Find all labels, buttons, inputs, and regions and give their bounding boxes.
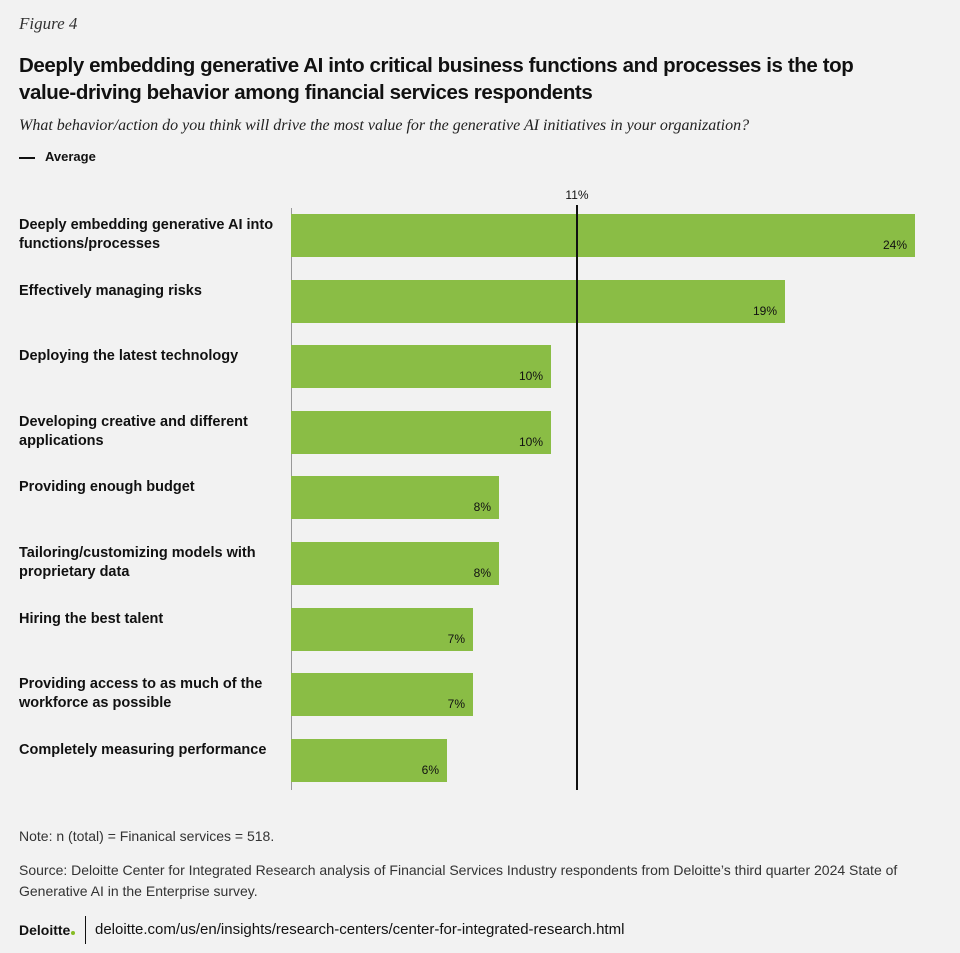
figure-label: Figure 4 <box>19 14 78 33</box>
bar <box>291 476 499 520</box>
chart: Deeply embedding generative AI into func… <box>19 188 915 790</box>
chart-title: Deeply embedding generative AI into crit… <box>19 54 854 104</box>
source: Source: Deloitte Center for Integrated R… <box>19 862 898 899</box>
category-label: Developing creative and different applic… <box>19 413 248 449</box>
category-label: Providing enough budget <box>19 479 195 496</box>
value-label: 10% <box>518 369 543 384</box>
value-label: 8% <box>473 500 491 515</box>
logo-dot <box>71 931 76 935</box>
bar <box>291 738 447 782</box>
legend: Average <box>19 149 96 164</box>
bar <box>291 279 785 323</box>
bar <box>291 542 499 585</box>
category-label: Effectively managing risks <box>19 282 202 299</box>
average-label: 11% <box>565 188 589 202</box>
note: Note: n (total) = Finanical services = 5… <box>19 828 275 844</box>
category-label: Providing access to as much of the workf… <box>19 676 263 712</box>
value-label: 7% <box>447 631 465 646</box>
url: deloitte.com/us/en/insights/research-cen… <box>95 921 625 938</box>
value-label: 6% <box>421 762 439 777</box>
bar <box>291 410 551 454</box>
category-label: Completely measuring performance <box>19 741 267 758</box>
value-label: 24% <box>882 238 907 252</box>
bar <box>291 214 915 257</box>
category-label: Deploying the latest technology <box>19 348 239 365</box>
separator <box>85 916 86 944</box>
category-label: Tailoring/customizing models with propri… <box>19 545 256 580</box>
value-label: 19% <box>752 303 777 318</box>
bar <box>291 607 473 651</box>
legend-swatch <box>19 156 35 159</box>
category-label: Deeply embedding generative AI into func… <box>19 217 274 252</box>
bar <box>291 673 473 717</box>
value-label: 7% <box>447 697 465 712</box>
logo: Deloitte <box>19 922 76 938</box>
average-line <box>576 205 578 790</box>
chart-subtitle: What behavior/action do you think will d… <box>19 117 750 134</box>
legend-label: Average <box>45 149 96 164</box>
bar <box>291 345 551 389</box>
logo-text: Deloitte <box>19 922 71 938</box>
value-label: 10% <box>518 434 543 449</box>
value-label: 8% <box>473 566 491 580</box>
category-label: Hiring the best talent <box>19 610 164 627</box>
